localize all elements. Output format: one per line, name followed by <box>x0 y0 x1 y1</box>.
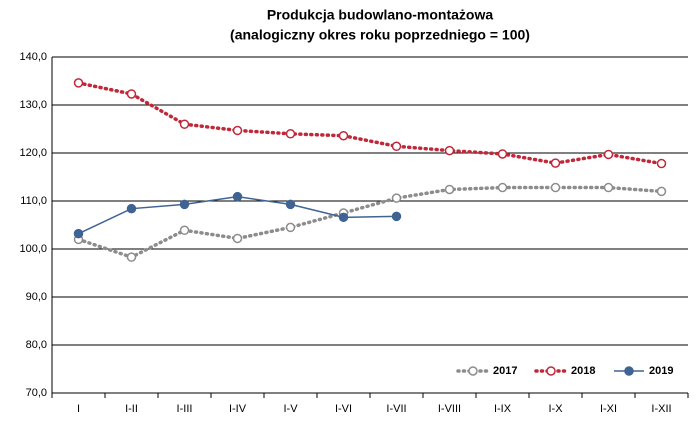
data-point <box>444 184 455 195</box>
y-tick-label: 80,0 <box>26 339 47 351</box>
x-tick-label: I-XII <box>651 403 671 415</box>
y-tick-label: 110,0 <box>20 195 47 207</box>
data-point <box>285 129 296 139</box>
x-tick-label: I-IV <box>229 403 247 415</box>
chart-title: Produkcja budowlano-montażowa <box>267 7 494 23</box>
x-tick-label: I-VII <box>386 403 406 415</box>
x-tick-label: I-XI <box>600 403 617 415</box>
x-tick-label: I-VIII <box>438 403 461 415</box>
data-point <box>338 130 349 141</box>
data-point <box>285 199 296 210</box>
data-point <box>73 228 84 239</box>
x-tick-label: I-V <box>283 403 298 415</box>
y-tick-label: 90,0 <box>26 291 47 303</box>
data-point <box>550 182 561 193</box>
series-line <box>76 81 664 166</box>
chart-subtitle: (analogiczny okres roku poprzedniego = 1… <box>230 27 530 43</box>
x-tick-label: I <box>77 403 80 415</box>
data-point <box>126 203 137 214</box>
legend-label: 2017 <box>493 365 517 377</box>
data-point <box>603 149 614 160</box>
data-point <box>656 186 667 197</box>
data-point <box>391 193 402 203</box>
legend-marker <box>546 366 556 376</box>
data-point <box>391 211 402 222</box>
data-point <box>179 225 190 236</box>
x-tick-label: I-III <box>177 403 193 415</box>
data-point <box>285 222 296 233</box>
legend-label: 2019 <box>649 365 673 377</box>
y-tick-label: 130,0 <box>19 99 47 111</box>
data-point <box>338 212 349 223</box>
data-point <box>656 158 667 169</box>
legend-marker <box>624 366 634 376</box>
x-tick-label: I-II <box>125 403 138 415</box>
series-line <box>76 185 664 260</box>
series-line <box>78 195 397 235</box>
data-point <box>391 141 402 152</box>
x-tick-label: I-IX <box>494 403 512 415</box>
y-tick-label: 120,0 <box>19 147 47 159</box>
data-point <box>603 182 614 193</box>
x-tick-label: I-VI <box>335 403 352 415</box>
legend-marker <box>468 366 478 376</box>
data-point <box>497 149 508 159</box>
data-point <box>179 199 190 210</box>
data-point <box>179 119 190 129</box>
data-point <box>126 252 137 262</box>
data-point <box>550 158 561 168</box>
data-point <box>232 191 243 202</box>
data-point <box>497 182 508 193</box>
legend-label: 2018 <box>571 365 595 377</box>
data-point <box>126 89 137 99</box>
y-tick-label: 70,0 <box>26 387 47 399</box>
y-tick-label: 140,0 <box>19 51 47 63</box>
data-point <box>232 233 243 244</box>
data-point <box>232 125 243 136</box>
y-tick-label: 100,0 <box>19 243 47 255</box>
data-point <box>444 145 455 156</box>
x-tick-label: I-X <box>548 403 563 415</box>
data-point <box>73 78 84 88</box>
